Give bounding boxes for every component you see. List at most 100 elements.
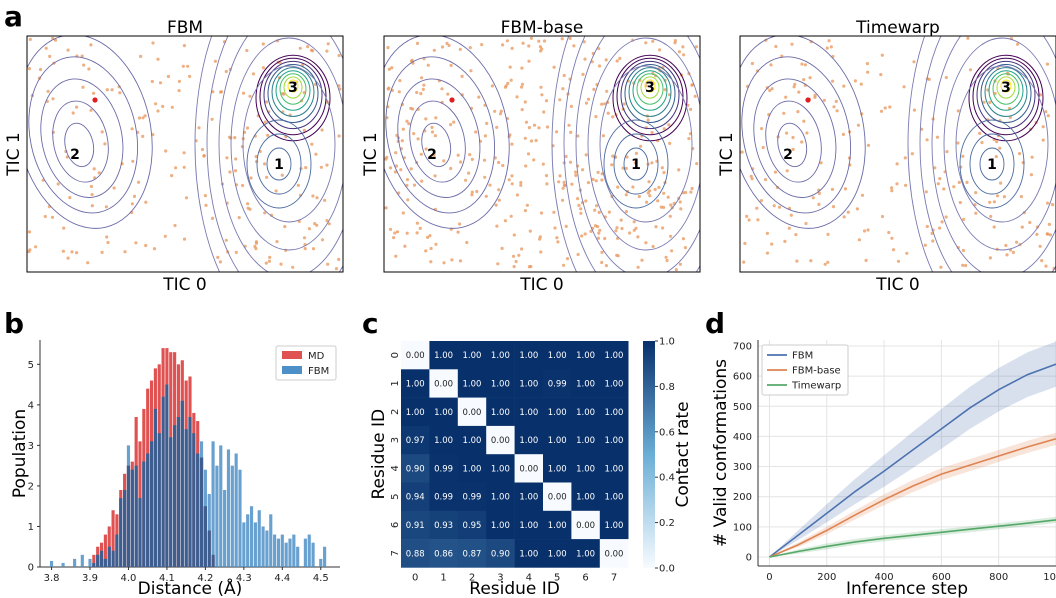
sample-point	[529, 36, 534, 40]
contour-layer	[740, 36, 1056, 272]
sample-point	[397, 191, 401, 195]
sample-point	[742, 260, 746, 264]
sample-point	[938, 226, 942, 230]
contour-line	[636, 73, 664, 105]
x-tick-label: 4.2	[197, 573, 213, 584]
sample-point	[830, 187, 835, 191]
x-tick-label: 5	[554, 572, 560, 583]
x-tick-label: 200	[817, 572, 836, 583]
panel-c: 0.00 1.00 1.00 1.00 1.00 1.00 1.00 1.001.00 0.00…	[369, 337, 693, 598]
sample-point	[523, 100, 527, 104]
sample-point	[141, 116, 145, 120]
sample-point	[415, 221, 419, 225]
contour-line	[587, 37, 700, 251]
sample-point	[539, 250, 543, 254]
heatmap-cell	[429, 369, 459, 398]
contour-line	[271, 67, 315, 117]
sample-point	[662, 170, 666, 175]
heatmap-cell	[571, 539, 601, 568]
sample-point	[490, 84, 494, 88]
heatmap-cell	[401, 369, 430, 398]
overlap-bar	[196, 453, 200, 567]
sample-point	[61, 249, 65, 253]
contour-line	[969, 133, 1015, 195]
panel-letter-b: b	[4, 307, 24, 340]
cell-value: 0.86	[434, 549, 453, 559]
sample-point	[544, 99, 549, 103]
x-tick-label: 800	[989, 572, 1008, 583]
sample-point	[940, 220, 944, 224]
sample-point	[980, 140, 984, 145]
sample-point	[656, 199, 660, 203]
sample-point	[261, 66, 265, 70]
sample-point	[683, 246, 688, 250]
sample-point	[935, 135, 940, 139]
sample-point	[496, 262, 500, 266]
sample-point	[596, 236, 601, 240]
red-marker	[449, 97, 455, 103]
sample-point	[1016, 42, 1020, 46]
heatmap-cell	[514, 539, 544, 568]
heatmap-cell	[543, 341, 572, 370]
sample-point	[760, 127, 764, 131]
sample-point	[86, 261, 90, 265]
sample-point	[177, 89, 181, 93]
sample-point	[394, 254, 398, 258]
sample-point	[219, 90, 224, 94]
fbm-bar	[246, 514, 250, 567]
sample-point	[51, 130, 55, 134]
sample-point	[334, 267, 339, 271]
sample-point	[519, 180, 523, 185]
sample-point	[678, 200, 682, 204]
sample-point	[783, 239, 787, 243]
sample-point	[464, 178, 468, 182]
landscape-1: 1 2 3 FBM TIC 0 TIC 1	[4, 18, 344, 295]
fbm-bar	[288, 538, 292, 567]
y-tick-label: 400	[733, 432, 752, 443]
overlap-bar	[207, 530, 211, 567]
sample-point	[562, 73, 566, 78]
x-tick-label: 1	[440, 572, 446, 583]
legend-label-fbm: FBM	[792, 351, 813, 362]
fbm-bar	[284, 542, 288, 567]
fbm-bar	[61, 562, 65, 567]
sample-point	[992, 200, 997, 204]
cell-value: 1.00	[463, 351, 482, 361]
contour-line	[40, 78, 124, 198]
heatmap-cell	[401, 397, 430, 427]
overlap-bar	[165, 384, 169, 567]
sample-point	[562, 263, 566, 267]
sample-point	[182, 44, 186, 48]
sample-point	[601, 134, 606, 138]
fbm-bar	[307, 534, 311, 567]
sample-point	[263, 120, 267, 124]
sample-point	[1048, 233, 1052, 237]
sample-point	[68, 196, 72, 200]
sample-point	[989, 214, 993, 219]
cell-value: 1.00	[434, 408, 453, 418]
sample-point	[755, 206, 759, 210]
sample-point	[896, 259, 901, 263]
sample-point	[137, 116, 142, 120]
sample-point	[825, 46, 829, 50]
contour-line	[230, 37, 343, 251]
heatmap-cell	[599, 454, 629, 483]
sample-point	[620, 226, 624, 231]
sample-point	[956, 141, 960, 145]
sample-point	[291, 265, 295, 269]
heatmap-cell	[457, 510, 487, 540]
sample-point	[412, 132, 416, 136]
contour-line	[919, 36, 1056, 272]
sample-point	[1005, 253, 1009, 257]
sample-point	[393, 231, 397, 235]
sample-point	[880, 53, 884, 57]
sample-point	[945, 150, 949, 154]
sample-point	[647, 180, 651, 184]
sample-point	[615, 253, 619, 257]
sample-point	[510, 182, 514, 186]
heatmap-cell	[571, 397, 601, 427]
legend-box	[761, 344, 849, 396]
y-axis-label: TIC 1	[4, 132, 24, 177]
contour-line	[741, 56, 852, 214]
sample-point	[582, 40, 586, 44]
